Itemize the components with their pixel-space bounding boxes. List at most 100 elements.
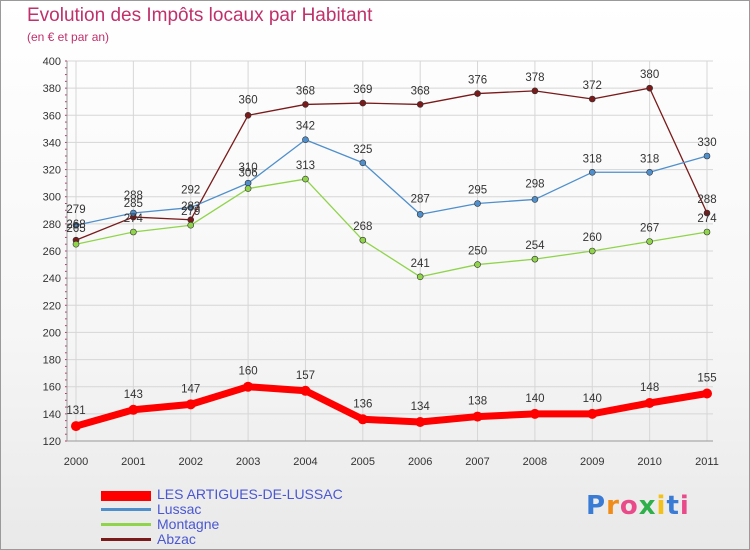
data-point-lussac-2003 [244, 179, 252, 187]
y-tick-label-180: 180 [43, 355, 61, 367]
series-line-abzac [75, 87, 708, 241]
y-tick-label-280: 280 [43, 219, 61, 231]
data-label-montagne-2006: 241 [411, 258, 430, 270]
data-label-lussac-2004: 342 [296, 121, 315, 133]
legend-swatch-lussac [101, 508, 151, 511]
data-label-montagne-2000: 265 [66, 223, 85, 235]
data-label-abzac-2002: 283 [181, 201, 200, 213]
data-point-montagne-2002 [187, 221, 195, 229]
data-label-lussac-2000: 279 [66, 204, 85, 216]
data-point-artigues-2001 [128, 404, 139, 415]
data-label-artigues-2004: 157 [296, 370, 315, 382]
data-point-artigues-2000 [71, 421, 81, 432]
series-line-montagne [75, 178, 708, 278]
x-tick-label-2005: 2005 [351, 456, 375, 468]
data-label-abzac-2007: 376 [468, 75, 487, 87]
x-tick-label-2009: 2009 [580, 456, 604, 468]
data-label-abzac-2004: 368 [296, 85, 315, 97]
data-label-montagne-2001: 274 [124, 213, 144, 225]
data-label-lussac-2009: 318 [583, 153, 602, 165]
legend-swatch-abzac [101, 538, 151, 541]
legend-label-lussac: Lussac [157, 501, 202, 517]
data-label-artigues-2001: 143 [124, 389, 143, 401]
data-label-lussac-2006: 287 [411, 193, 430, 205]
data-point-lussac-2004 [302, 136, 309, 144]
data-point-montagne-2011 [703, 228, 711, 236]
x-tick-label-2010: 2010 [637, 456, 661, 468]
data-point-artigues-2006 [415, 417, 426, 427]
legend-label-montagne: Montagne [157, 516, 220, 532]
data-label-artigues-2009: 140 [583, 393, 602, 405]
data-point-lussac-2010 [646, 168, 653, 176]
x-tick-label-2008: 2008 [523, 456, 547, 468]
x-tick-label-2000: 2000 [64, 456, 88, 468]
data-point-montagne-2000 [72, 240, 80, 248]
data-label-abzac-2001: 285 [124, 198, 143, 210]
x-tick-label-2004: 2004 [293, 456, 317, 468]
data-label-lussac-2008: 298 [525, 178, 544, 190]
y-tick-label-320: 320 [43, 165, 61, 177]
data-label-montagne-2007: 250 [468, 246, 487, 258]
data-label-artigues-2007: 138 [468, 396, 487, 408]
data-label-abzac-2003: 360 [238, 94, 257, 106]
data-point-lussac-2008 [531, 196, 539, 203]
data-point-artigues-2009 [587, 408, 598, 419]
data-label-abzac-2010: 380 [640, 69, 659, 81]
legend-swatch-artigues [101, 491, 151, 501]
data-label-lussac-2001: 288 [124, 190, 143, 202]
data-point-abzac-2003 [244, 111, 252, 119]
y-tick-label-260: 260 [43, 246, 61, 258]
y-tick-label-120: 120 [43, 436, 61, 448]
series-line-artigues [75, 383, 708, 430]
data-point-montagne-2007 [474, 261, 481, 268]
data-point-montagne-2010 [646, 238, 653, 245]
data-point-abzac-2005 [359, 99, 367, 107]
data-label-montagne-2004: 313 [296, 160, 315, 172]
data-label-artigues-2011: 155 [697, 373, 716, 385]
y-tick-label-240: 240 [43, 273, 61, 285]
y-tick-label-200: 200 [43, 327, 61, 339]
data-label-lussac-2002: 292 [181, 185, 200, 197]
data-point-lussac-2001 [130, 209, 137, 217]
x-tick-label-2011: 2011 [695, 456, 719, 468]
data-point-abzac-2009 [588, 95, 596, 103]
data-point-lussac-2011 [703, 152, 711, 160]
data-label-artigues-2010: 148 [640, 382, 659, 394]
x-tick-label-2001: 2001 [121, 456, 145, 468]
y-tick-label-160: 160 [43, 382, 61, 394]
data-label-montagne-2002: 279 [181, 206, 200, 218]
data-point-artigues-2004 [300, 385, 311, 396]
data-label-abzac-2000: 268 [66, 219, 85, 231]
data-point-artigues-2010 [644, 398, 655, 408]
data-label-montagne-2005: 268 [353, 221, 372, 233]
data-label-artigues-2006: 134 [411, 401, 431, 413]
data-point-lussac-2006 [416, 211, 424, 218]
data-label-artigues-2000: 131 [66, 405, 85, 417]
data-point-artigues-2008 [529, 408, 540, 419]
data-point-montagne-2006 [416, 273, 424, 281]
data-label-lussac-2005: 325 [353, 144, 372, 156]
y-tick-label-220: 220 [43, 300, 61, 312]
data-point-lussac-2007 [474, 200, 481, 207]
data-point-abzac-2011 [703, 209, 711, 217]
proxiti-logo: Proxiti [586, 491, 690, 521]
y-tick-label-400: 400 [43, 56, 61, 68]
data-label-artigues-2008: 140 [525, 393, 544, 405]
data-point-montagne-2008 [531, 255, 539, 263]
x-tick-label-2007: 2007 [465, 456, 489, 468]
chart-subtitle: (en € et par an) [27, 30, 110, 44]
y-tick-label-340: 340 [43, 137, 61, 149]
series-line-lussac [75, 139, 708, 226]
data-point-lussac-2005 [359, 159, 367, 167]
data-label-montagne-2011: 274 [697, 213, 717, 225]
data-label-montagne-2009: 260 [583, 232, 602, 244]
data-point-montagne-2003 [244, 185, 252, 192]
data-point-artigues-2007 [472, 411, 483, 422]
y-tick-label-300: 300 [43, 192, 61, 204]
data-label-montagne-2008: 254 [525, 240, 545, 252]
x-tick-label-2002: 2002 [178, 456, 202, 468]
data-label-abzac-2009: 372 [583, 80, 602, 92]
data-label-abzac-2006: 368 [411, 85, 430, 97]
